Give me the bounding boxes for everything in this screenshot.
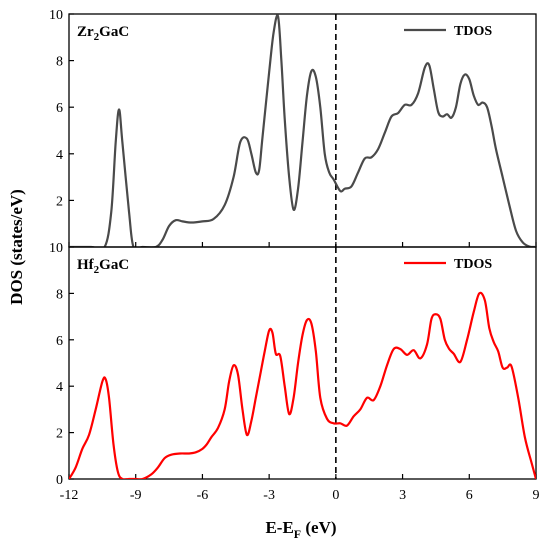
x-axis-title: E-EF (eV) (265, 518, 336, 541)
x-axis-title-sub: F (294, 527, 301, 541)
tdos-curve (69, 14, 536, 247)
x-tick-label: 6 (466, 488, 473, 503)
x-axis-title-base: E-E (265, 518, 293, 537)
y-tick-label: 10 (49, 241, 63, 256)
x-tick-label: -6 (197, 488, 209, 503)
panel-label: Hf2GaC (77, 257, 129, 276)
y-tick-label: 10 (49, 8, 63, 23)
x-tick-label: -3 (263, 488, 275, 503)
y-axis-title: DOS (states/eV) (7, 189, 26, 305)
legend-label: TDOS (454, 257, 492, 272)
x-axis-title-rest: (eV) (301, 518, 336, 537)
plot-frame (68, 246, 537, 480)
y-tick-label: 6 (56, 334, 63, 349)
panel-label-rest: GaC (99, 24, 129, 40)
legend-label: TDOS (454, 24, 492, 39)
panel-label: Zr2GaC (77, 24, 129, 43)
panel-label-rest: GaC (99, 257, 129, 273)
tdos-curve (69, 291, 536, 479)
x-tick-label: -9 (130, 488, 142, 503)
x-tick-label: 3 (399, 488, 406, 503)
panel-label-sub: 2 (94, 264, 100, 276)
panel-label-base: Hf (77, 257, 95, 273)
y-tick-label: 4 (56, 380, 63, 395)
y-tick-label: 6 (56, 101, 63, 116)
x-tick-label: 0 (332, 488, 339, 503)
y-tick-label: 4 (56, 148, 63, 163)
x-tick-label: -12 (60, 488, 79, 503)
y-tick-label: 8 (56, 55, 63, 70)
y-tick-label: 8 (56, 287, 63, 302)
y-tick-label: 0 (56, 473, 63, 488)
y-tick-label: 2 (56, 427, 63, 442)
panel-label-base: Zr (77, 24, 94, 40)
panel-label-sub: 2 (94, 31, 100, 43)
x-tick-label: 9 (533, 488, 540, 503)
y-tick-label: 2 (56, 194, 63, 209)
